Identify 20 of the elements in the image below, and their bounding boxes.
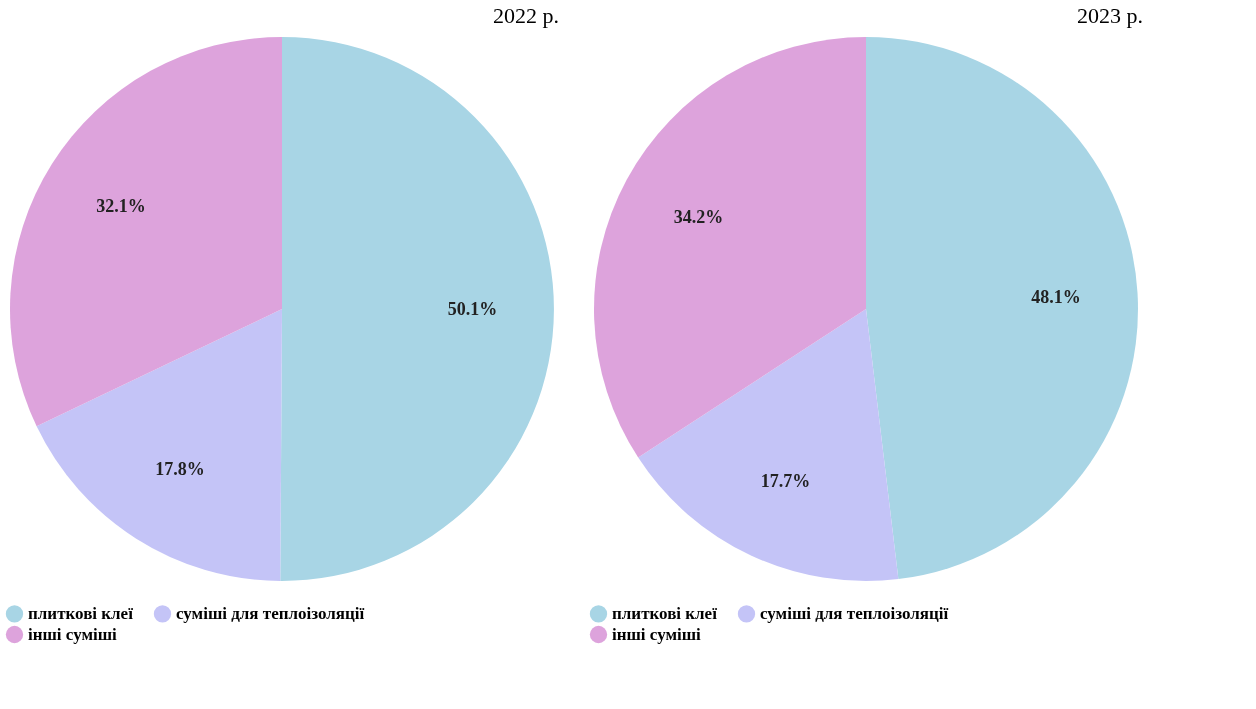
pie-slice bbox=[10, 37, 282, 427]
chart-title: 2023 р. bbox=[1077, 3, 1143, 28]
pie-slice bbox=[594, 37, 866, 458]
pie-slice bbox=[36, 309, 282, 581]
legend-label: плиткові клеї bbox=[612, 603, 718, 623]
data-label: 32.1% bbox=[96, 196, 146, 217]
legend-label: суміші для теплоізоляції bbox=[176, 603, 365, 623]
pie-slice bbox=[638, 309, 899, 581]
data-label: 48.1% bbox=[1031, 286, 1081, 307]
pie-slice bbox=[866, 37, 1138, 580]
legend-label: суміші для теплоізоляції bbox=[760, 603, 949, 623]
legend-label: інші суміші bbox=[28, 624, 118, 644]
data-label: 34.2% bbox=[673, 207, 724, 228]
legend-label: інші суміші bbox=[612, 624, 702, 644]
pie-slice bbox=[280, 37, 554, 581]
data-label: 17.8% bbox=[155, 458, 205, 479]
data-label: 50.1% bbox=[447, 298, 498, 319]
chart-title: 2022 р. bbox=[493, 3, 559, 28]
legend-label: плиткові клеї bbox=[28, 603, 134, 623]
data-label: 17.7% bbox=[760, 470, 811, 491]
